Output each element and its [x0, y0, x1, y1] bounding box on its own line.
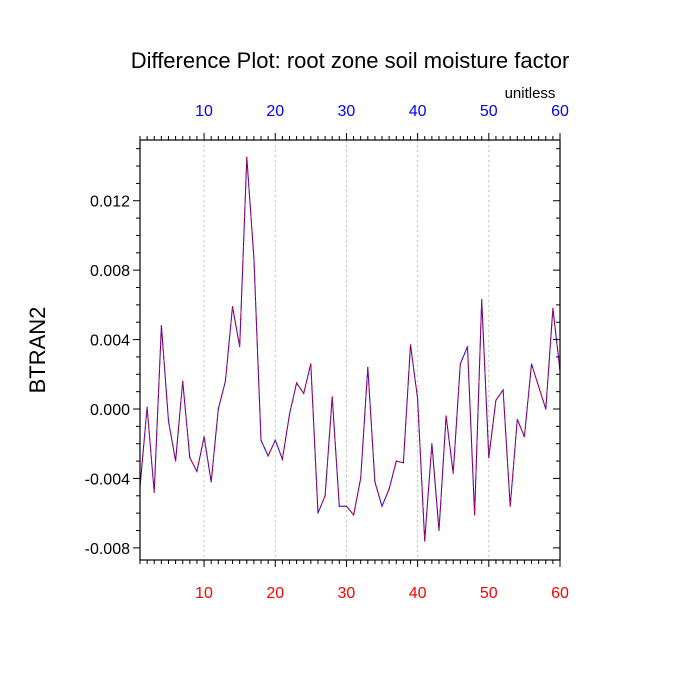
x-tick-label-top: 60 [551, 103, 569, 120]
data-point [488, 457, 490, 459]
data-point [545, 408, 547, 410]
data-point [210, 481, 212, 483]
axis-layer: 10 10 20 20 30 30 40 40 50 50 60 60 -0.008 -0.004 0.00… [85, 103, 569, 602]
data-point [189, 457, 191, 459]
data-point [260, 439, 262, 441]
y-tick-label: -0.004 [85, 471, 130, 488]
plot-frame [139, 139, 561, 561]
grid-layer [203, 140, 490, 560]
x-tick-label-bottom: 30 [338, 585, 356, 602]
x-tick-label-top: 50 [480, 103, 498, 120]
data-point [324, 495, 326, 497]
data-point [409, 344, 412, 346]
data-point [481, 299, 483, 301]
data-point [530, 363, 533, 365]
data-point [367, 366, 369, 368]
data-point [459, 363, 461, 365]
x-tick-label-top: 10 [195, 103, 213, 120]
data-point [417, 397, 419, 400]
data-point [552, 307, 554, 309]
data-point [288, 413, 291, 415]
data-point [502, 389, 504, 391]
data-point [516, 418, 518, 421]
data-point [431, 443, 433, 445]
data-point [253, 257, 255, 259]
data-point [495, 399, 497, 401]
x-tick-label-bottom: 10 [195, 585, 213, 602]
data-point [445, 415, 447, 417]
data-point [303, 392, 305, 394]
data-point [395, 460, 397, 462]
data-point [538, 385, 540, 388]
data-point [360, 477, 362, 480]
data-point [167, 420, 170, 422]
data-point [424, 540, 426, 542]
chart-title: Difference Plot: root zone soil moisture… [131, 48, 570, 73]
data-point [274, 439, 276, 441]
data-point [196, 470, 198, 473]
data-point [174, 460, 177, 462]
x-tick-label-bottom: 50 [480, 585, 498, 602]
data-point [182, 380, 184, 382]
data-point [352, 514, 355, 516]
data-point [374, 481, 376, 483]
data-point [203, 436, 205, 438]
data-point [246, 156, 248, 158]
data-point [438, 529, 440, 532]
data-point [338, 505, 340, 507]
data-point [217, 408, 219, 410]
y-tick-label: 0.012 [90, 194, 130, 211]
data-point [296, 382, 298, 384]
series-line-primary [139, 157, 561, 541]
data-point [239, 345, 241, 348]
data-point [267, 455, 269, 457]
data-point [523, 436, 526, 438]
data-point [473, 514, 476, 516]
data-point [388, 488, 390, 490]
data-point [331, 396, 333, 398]
y-tick-label: -0.008 [85, 541, 130, 558]
y-axis-label: BTRAN2 [25, 307, 50, 394]
data-point [281, 458, 283, 460]
y-tick-label: 0.000 [90, 402, 130, 419]
data-point [317, 512, 319, 514]
x-tick-label-bottom: 40 [409, 585, 427, 602]
data-point [509, 505, 511, 507]
data-point [345, 505, 348, 507]
data-point [466, 345, 469, 348]
data-point [153, 491, 155, 493]
x-tick-label-bottom: 60 [551, 585, 569, 602]
data-point [160, 325, 162, 327]
y-tick-label: 0.008 [90, 263, 130, 280]
x-tick-label-bottom: 20 [266, 585, 284, 602]
data-point [402, 462, 404, 464]
data-point [224, 380, 227, 382]
series-layer [139, 156, 561, 542]
data-point [231, 306, 234, 308]
data-point [381, 505, 383, 507]
units-label: unitless [505, 85, 556, 102]
x-tick-label-top: 30 [338, 103, 356, 120]
data-point [310, 363, 312, 365]
y-tick-label: 0.004 [90, 333, 130, 350]
x-tick-label-top: 20 [266, 103, 284, 120]
x-tick-label-top: 40 [409, 103, 427, 120]
series-line-overlay [139, 157, 561, 541]
data-point [146, 406, 148, 408]
data-point [452, 472, 454, 474]
